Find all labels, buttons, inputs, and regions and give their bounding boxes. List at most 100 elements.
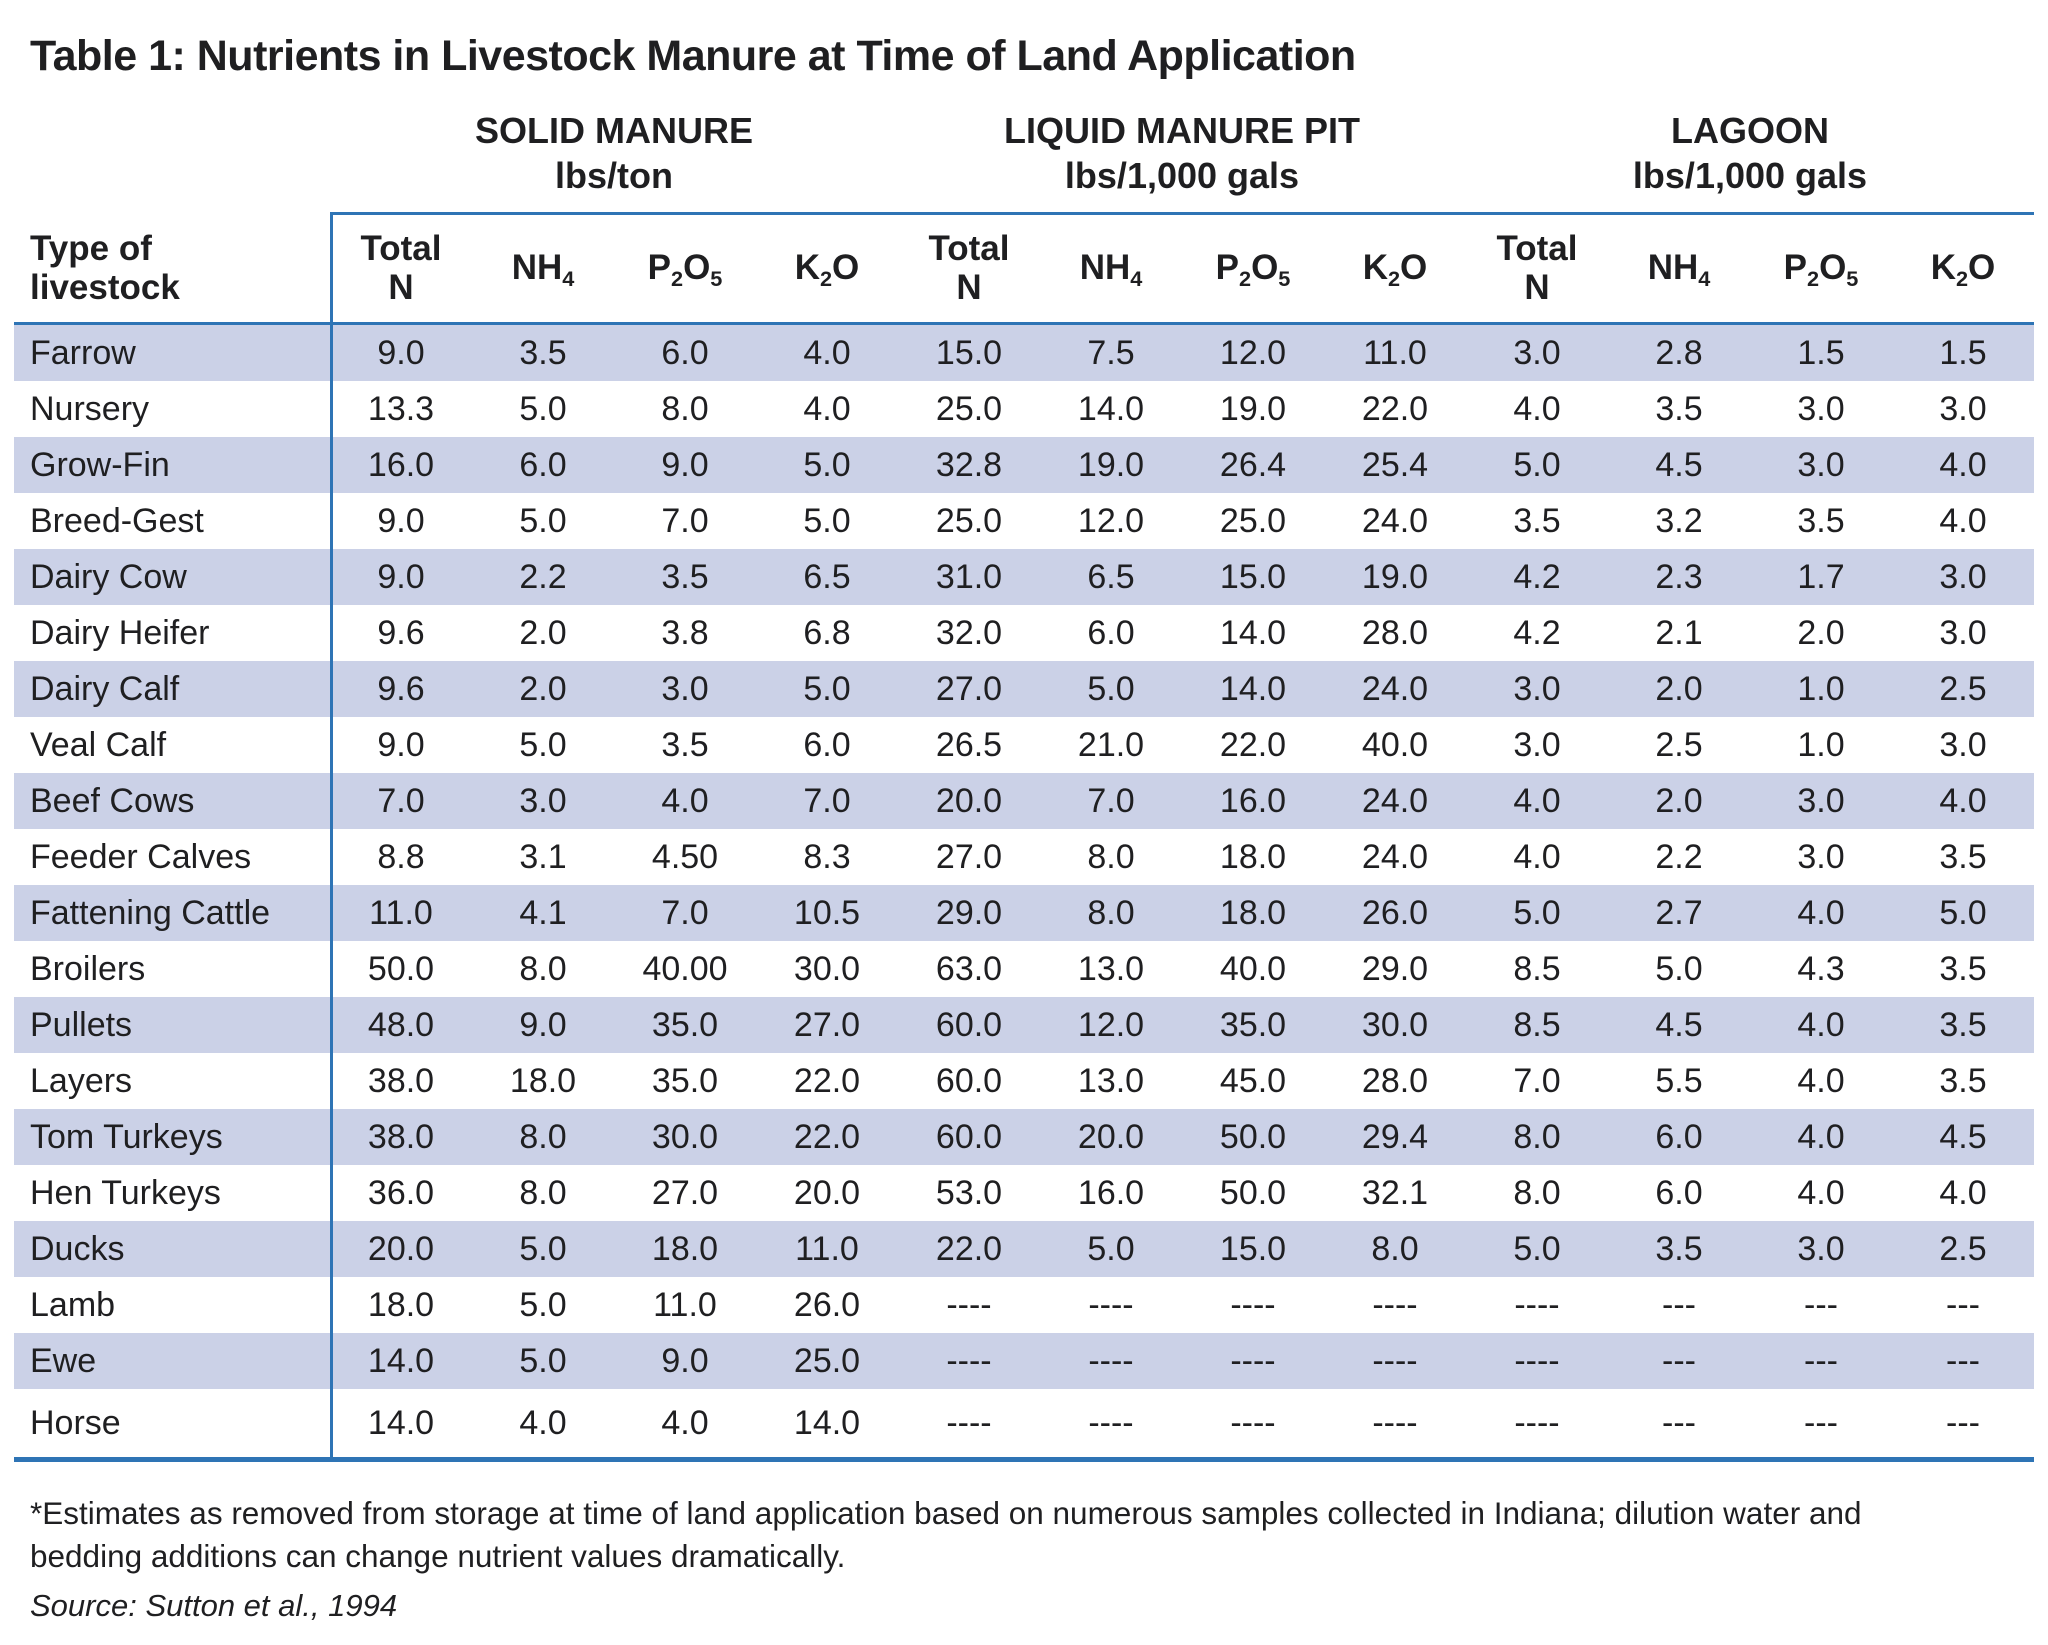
value-cell: 16.0	[367, 445, 435, 484]
value-cell: ---	[1804, 1285, 1838, 1324]
value-cell: 7.0	[1087, 781, 1135, 820]
formula-subscript: 5	[1846, 265, 1859, 291]
value-cell: 25.4	[1361, 445, 1429, 484]
value-cell: 29.0	[1361, 949, 1429, 988]
value-cell: 22.0	[935, 1229, 1003, 1268]
row-label: Pullets	[30, 1005, 133, 1044]
row-label: Beef Cows	[30, 781, 195, 820]
table-row: Pullets 48.0 9.0 35.0 27.0 60.0 12.0 35.0 30.0 8.…	[14, 997, 2034, 1053]
value-cell: 8.0	[519, 949, 567, 988]
table-row: Breed-Gest 9.0 5.0 7.0 5.0 25.0 12.0 25.0 24.0 3.…	[14, 493, 2034, 549]
value-cell: 50.0	[1219, 1117, 1287, 1156]
value-cell: 7.0	[377, 781, 425, 820]
value-cell: 14.0	[793, 1403, 861, 1442]
value-cell: 2.2	[519, 557, 567, 596]
value-cell: 5.0	[1087, 1229, 1135, 1268]
value-cell: 8.5	[1513, 1005, 1561, 1044]
value-cell: 12.0	[1077, 501, 1145, 540]
value-cell: 25.0	[935, 501, 1003, 540]
table-row: Ewe 14.0 5.0 9.0 25.0 ---- ---- ---- ---- ---- ---…	[14, 1333, 2034, 1389]
table-row: Layers 38.0 18.0 35.0 22.0 60.0 13.0 45.0 28.0 7.…	[14, 1053, 2034, 1109]
formula-subscript: 5	[710, 265, 723, 291]
value-cell: 5.0	[519, 1229, 567, 1268]
value-cell: 3.5	[1939, 1005, 1987, 1044]
value-cell: 5.0	[803, 501, 851, 540]
value-cell: 2.5	[1655, 725, 1703, 764]
value-cell: 22.0	[793, 1117, 861, 1156]
table-rows: Farrow 9.0 3.5 6.0 4.0 15.0 7.5 12.0 11.0 3.0 2.8 1…	[14, 325, 2034, 1457]
col-header-nh4: NH4	[1040, 249, 1182, 291]
value-cell: 4.1	[519, 893, 567, 932]
value-cell: 18.0	[509, 1061, 577, 1100]
group-header-underline	[330, 212, 2034, 215]
value-cell: 5.0	[1655, 949, 1703, 988]
value-cell: 14.0	[367, 1341, 435, 1380]
value-cell: ----	[1514, 1341, 1560, 1380]
value-cell: 5.0	[1513, 445, 1561, 484]
group-label: SOLID MANURE	[475, 110, 753, 151]
value-cell: 3.0	[1797, 781, 1845, 820]
value-cell: 3.5	[661, 725, 709, 764]
value-cell: 35.0	[1219, 1005, 1287, 1044]
table-row: Nursery 13.3 5.0 8.0 4.0 25.0 14.0 19.0 22.0 4.0 3…	[14, 381, 2034, 437]
value-cell: 25.0	[935, 389, 1003, 428]
value-cell: 11.0	[795, 1229, 859, 1268]
col-header-k2o: K2O	[1324, 249, 1466, 291]
header-corner-spacer	[14, 102, 330, 212]
table-row: Lamb 18.0 5.0 11.0 26.0 ---- ---- ---- ---- ---- -…	[14, 1277, 2034, 1333]
value-cell: 4.0	[803, 389, 851, 428]
value-cell: 7.0	[661, 893, 709, 932]
value-cell: 9.6	[377, 669, 425, 708]
table-row: Grow-Fin 16.0 6.0 9.0 5.0 32.8 19.0 26.4 25.4 5.0…	[14, 437, 2034, 493]
value-cell: ----	[1088, 1403, 1134, 1442]
value-cell: ----	[1514, 1403, 1560, 1442]
value-cell: 19.0	[1077, 445, 1145, 484]
value-cell: 2.0	[519, 669, 567, 708]
value-cell: 3.0	[1797, 445, 1845, 484]
value-cell: 48.0	[367, 1005, 435, 1044]
value-cell: 4.5	[1655, 1005, 1703, 1044]
value-cell: 9.0	[377, 501, 425, 540]
value-cell: 1.5	[1939, 333, 1987, 372]
value-cell: 4.0	[1513, 781, 1561, 820]
value-cell: 27.0	[935, 669, 1003, 708]
value-cell: 24.0	[1361, 837, 1429, 876]
value-cell: 38.0	[367, 1061, 435, 1100]
value-cell: 13.0	[1077, 1061, 1145, 1100]
value-cell: 3.0	[1939, 389, 1987, 428]
col-header-line1: Total	[928, 229, 1010, 268]
value-cell: 32.0	[935, 613, 1003, 652]
value-cell: 36.0	[367, 1173, 435, 1212]
value-cell: ----	[946, 1403, 992, 1442]
formula-subscript: 2	[671, 265, 684, 291]
value-cell: 8.0	[519, 1117, 567, 1156]
value-cell: 3.0	[1513, 669, 1561, 708]
group-header-lagoon: LAGOON lbs/1,000 gals	[1466, 102, 2034, 212]
value-cell: 26.4	[1219, 445, 1287, 484]
formula-text: O	[832, 248, 860, 288]
value-cell: 9.6	[377, 613, 425, 652]
value-cell: 13.3	[367, 389, 435, 428]
vertical-divider	[330, 215, 333, 1457]
value-cell: 3.8	[661, 613, 709, 652]
col-header-line2: N	[388, 267, 414, 307]
row-label: Layers	[30, 1061, 133, 1100]
value-cell: 3.5	[519, 333, 567, 372]
value-cell: 3.5	[1797, 501, 1845, 540]
value-cell: 21.0	[1077, 725, 1145, 764]
value-cell: 8.5	[1513, 949, 1561, 988]
formula-text: K	[794, 248, 820, 288]
value-cell: 18.0	[651, 1229, 719, 1268]
table-row: Horse 14.0 4.0 4.0 14.0 ---- ---- ---- ---- ---- -…	[14, 1389, 2034, 1457]
value-cell: 4.0	[1939, 1173, 1987, 1212]
value-cell: 3.0	[1513, 725, 1561, 764]
value-cell: 29.4	[1361, 1117, 1429, 1156]
col-header-k2o: K2O	[756, 248, 898, 291]
value-cell: 4.5	[1655, 445, 1703, 484]
value-cell: 30.0	[1361, 1005, 1429, 1044]
value-cell: 5.0	[1087, 669, 1135, 708]
value-cell: 18.0	[367, 1285, 435, 1324]
value-cell: 2.0	[1655, 669, 1703, 708]
value-cell: 50.0	[367, 949, 435, 988]
